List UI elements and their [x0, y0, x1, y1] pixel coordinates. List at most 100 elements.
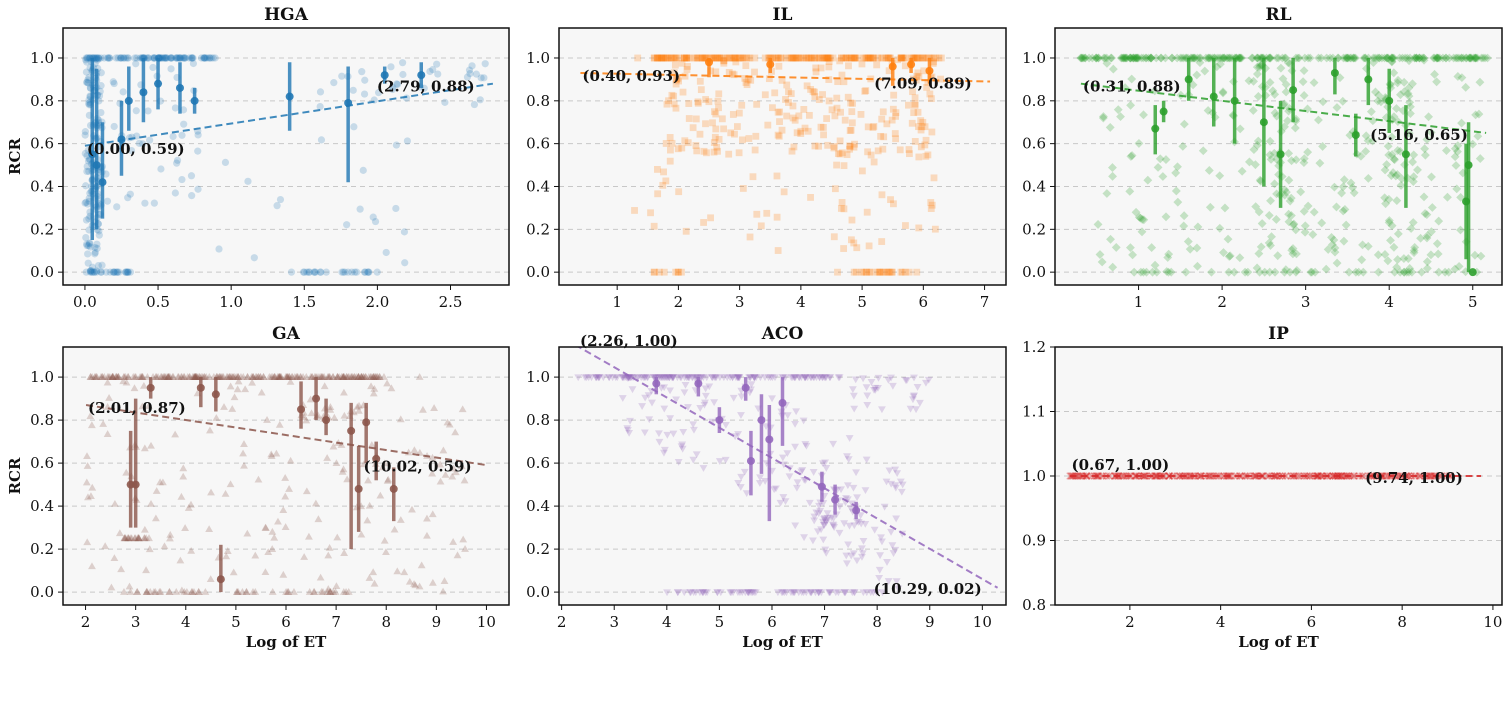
- data-point: [804, 54, 812, 62]
- data-point: [710, 139, 718, 146]
- data-point: [778, 54, 785, 62]
- data-point: [882, 478, 891, 486]
- data-point: [634, 54, 642, 62]
- data-point: [1453, 72, 1463, 81]
- data-point: [1467, 53, 1476, 63]
- data-point: [917, 126, 925, 134]
- data-point: [878, 589, 887, 597]
- data-point: [795, 54, 802, 62]
- data-point: [810, 374, 819, 382]
- data-point: [108, 373, 117, 380]
- data-point: [411, 581, 420, 589]
- data-point: [788, 374, 797, 382]
- data-point: [105, 373, 114, 380]
- data-point: [1417, 53, 1427, 63]
- data-point: [1456, 53, 1466, 63]
- data-point: [821, 517, 830, 525]
- data-point: [1425, 472, 1433, 480]
- data-point: [1387, 221, 1397, 231]
- data-point: [1093, 53, 1103, 63]
- data-point: [911, 100, 919, 108]
- data-point: [108, 373, 117, 380]
- data-point: [1142, 472, 1151, 480]
- data-point: [1108, 262, 1118, 272]
- data-point: [844, 93, 852, 101]
- data-point: [1433, 249, 1443, 259]
- data-point: [613, 374, 622, 382]
- data-point: [1422, 231, 1432, 241]
- data-point: [1122, 53, 1132, 63]
- data-point: [275, 373, 284, 380]
- data-point: [1470, 53, 1480, 63]
- data-point: [192, 373, 201, 380]
- data-point: [206, 575, 215, 583]
- data-point: [659, 181, 667, 189]
- data-point: [1126, 53, 1136, 63]
- data-point: [257, 388, 266, 396]
- data-point: [329, 373, 337, 380]
- error-bar-mean: [1468, 268, 1477, 277]
- data-point: [354, 373, 363, 380]
- data-point: [104, 54, 112, 62]
- data-point: [1374, 90, 1384, 100]
- data-point: [864, 123, 872, 131]
- data-point: [774, 247, 782, 254]
- data-point: [753, 100, 761, 108]
- data-point: [763, 209, 771, 217]
- error-bar-mean: [146, 383, 155, 392]
- data-point: [779, 461, 788, 469]
- data-point: [683, 54, 691, 62]
- data-point: [1227, 472, 1236, 480]
- data-point: [1449, 53, 1459, 63]
- data-point: [205, 525, 214, 532]
- data-point: [299, 373, 307, 380]
- panel-title: ACO: [761, 324, 804, 344]
- data-point: [1476, 251, 1486, 261]
- data-point: [691, 589, 700, 597]
- data-point: [465, 66, 474, 74]
- data-point: [1394, 472, 1403, 480]
- data-point: [140, 534, 149, 542]
- data-point: [1306, 472, 1314, 480]
- data-point: [439, 587, 447, 595]
- data-point: [97, 54, 105, 62]
- data-point: [827, 514, 836, 522]
- x-tick-label: 5: [715, 613, 725, 631]
- data-point: [177, 373, 186, 380]
- data-point: [733, 374, 742, 382]
- data-point: [405, 577, 414, 585]
- data-point: [843, 560, 851, 568]
- y-tick-label: 1.0: [30, 368, 54, 386]
- error-bar-mean: [705, 58, 714, 67]
- data-point: [1441, 53, 1451, 63]
- data-point: [791, 54, 799, 62]
- data-point: [755, 480, 764, 487]
- data-point: [81, 131, 89, 139]
- data-point: [820, 515, 829, 522]
- data-point: [663, 100, 671, 108]
- data-point: [85, 240, 93, 248]
- data-point: [166, 534, 174, 542]
- data-point: [132, 107, 140, 115]
- data-point: [271, 373, 279, 380]
- data-point: [426, 67, 434, 76]
- data-point: [840, 78, 848, 86]
- data-point: [714, 97, 722, 105]
- data-point: [922, 136, 930, 144]
- data-point: [1284, 175, 1294, 185]
- data-point: [1399, 267, 1409, 277]
- error-bar-mean: [652, 379, 661, 388]
- data-point: [480, 74, 488, 82]
- data-point: [917, 117, 925, 124]
- data-point: [747, 589, 756, 597]
- data-point: [275, 420, 284, 428]
- data-point: [367, 382, 375, 390]
- data-point: [276, 373, 284, 380]
- data-point: [1332, 258, 1342, 268]
- axes-frame: [1054, 27, 1503, 286]
- data-point: [1299, 91, 1309, 100]
- data-point: [286, 456, 295, 464]
- data-point: [744, 54, 752, 62]
- data-point: [1271, 472, 1279, 480]
- data-point: [783, 81, 791, 89]
